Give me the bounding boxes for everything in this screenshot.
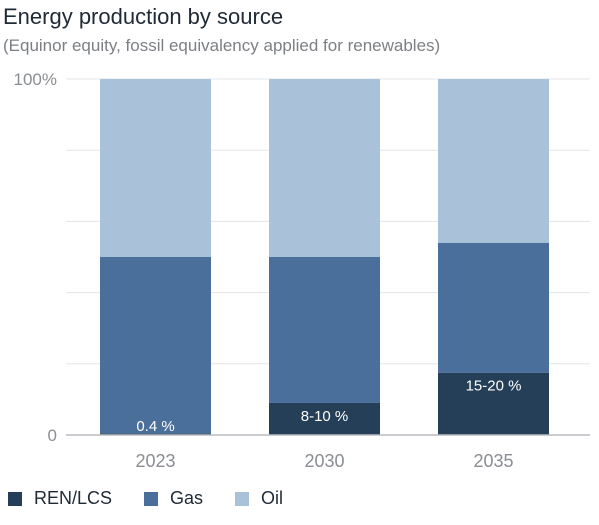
legend-item-gas: Gas — [144, 488, 203, 509]
bar-gas-2035 — [438, 242, 549, 373]
bar-ren-lcs-2030 — [269, 402, 380, 435]
x-tick-label: 2030 — [304, 451, 344, 471]
bar-oil-2030 — [269, 79, 380, 257]
legend-item-oil: Oil — [235, 488, 283, 509]
chart-subtitle: (Equinor equity, fossil equivalency appl… — [3, 36, 441, 55]
x-tick-label: 2035 — [473, 451, 513, 471]
chart-title: Energy production by source — [3, 4, 284, 29]
bar-oil-2035 — [438, 79, 549, 243]
bar-oil-2023 — [100, 79, 211, 257]
y-tick-label: 0 — [48, 426, 57, 445]
bar-gas-2023 — [100, 257, 211, 434]
legend-swatch-oil — [235, 491, 250, 506]
x-tick-label: 2023 — [135, 451, 175, 471]
legend: REN/LCS Gas Oil — [0, 488, 307, 509]
legend-label-gas: Gas — [170, 488, 204, 508]
y-tick-label: 100% — [14, 70, 57, 89]
legend-swatch-gas — [144, 491, 159, 506]
data-label-ren-lcs-2023: 0.4 % — [136, 418, 174, 435]
bar-gas-2030 — [269, 257, 380, 403]
bar-ren-lcs-2035 — [438, 372, 549, 435]
legend-item-ren-lcs: REN/LCS — [8, 488, 112, 509]
legend-swatch-ren-lcs — [8, 491, 22, 506]
legend-label-oil: Oil — [261, 488, 284, 508]
stacked-bar-chart: 0.4 % 8-10 % 15-20 % 0 100% 2023 2030 2035 — [14, 70, 590, 471]
data-label-ren-lcs-2035: 15-20 % — [466, 378, 522, 395]
legend-label-ren-lcs: REN/LCS — [34, 488, 113, 508]
data-label-ren-lcs-2030: 8-10 % — [301, 408, 349, 425]
